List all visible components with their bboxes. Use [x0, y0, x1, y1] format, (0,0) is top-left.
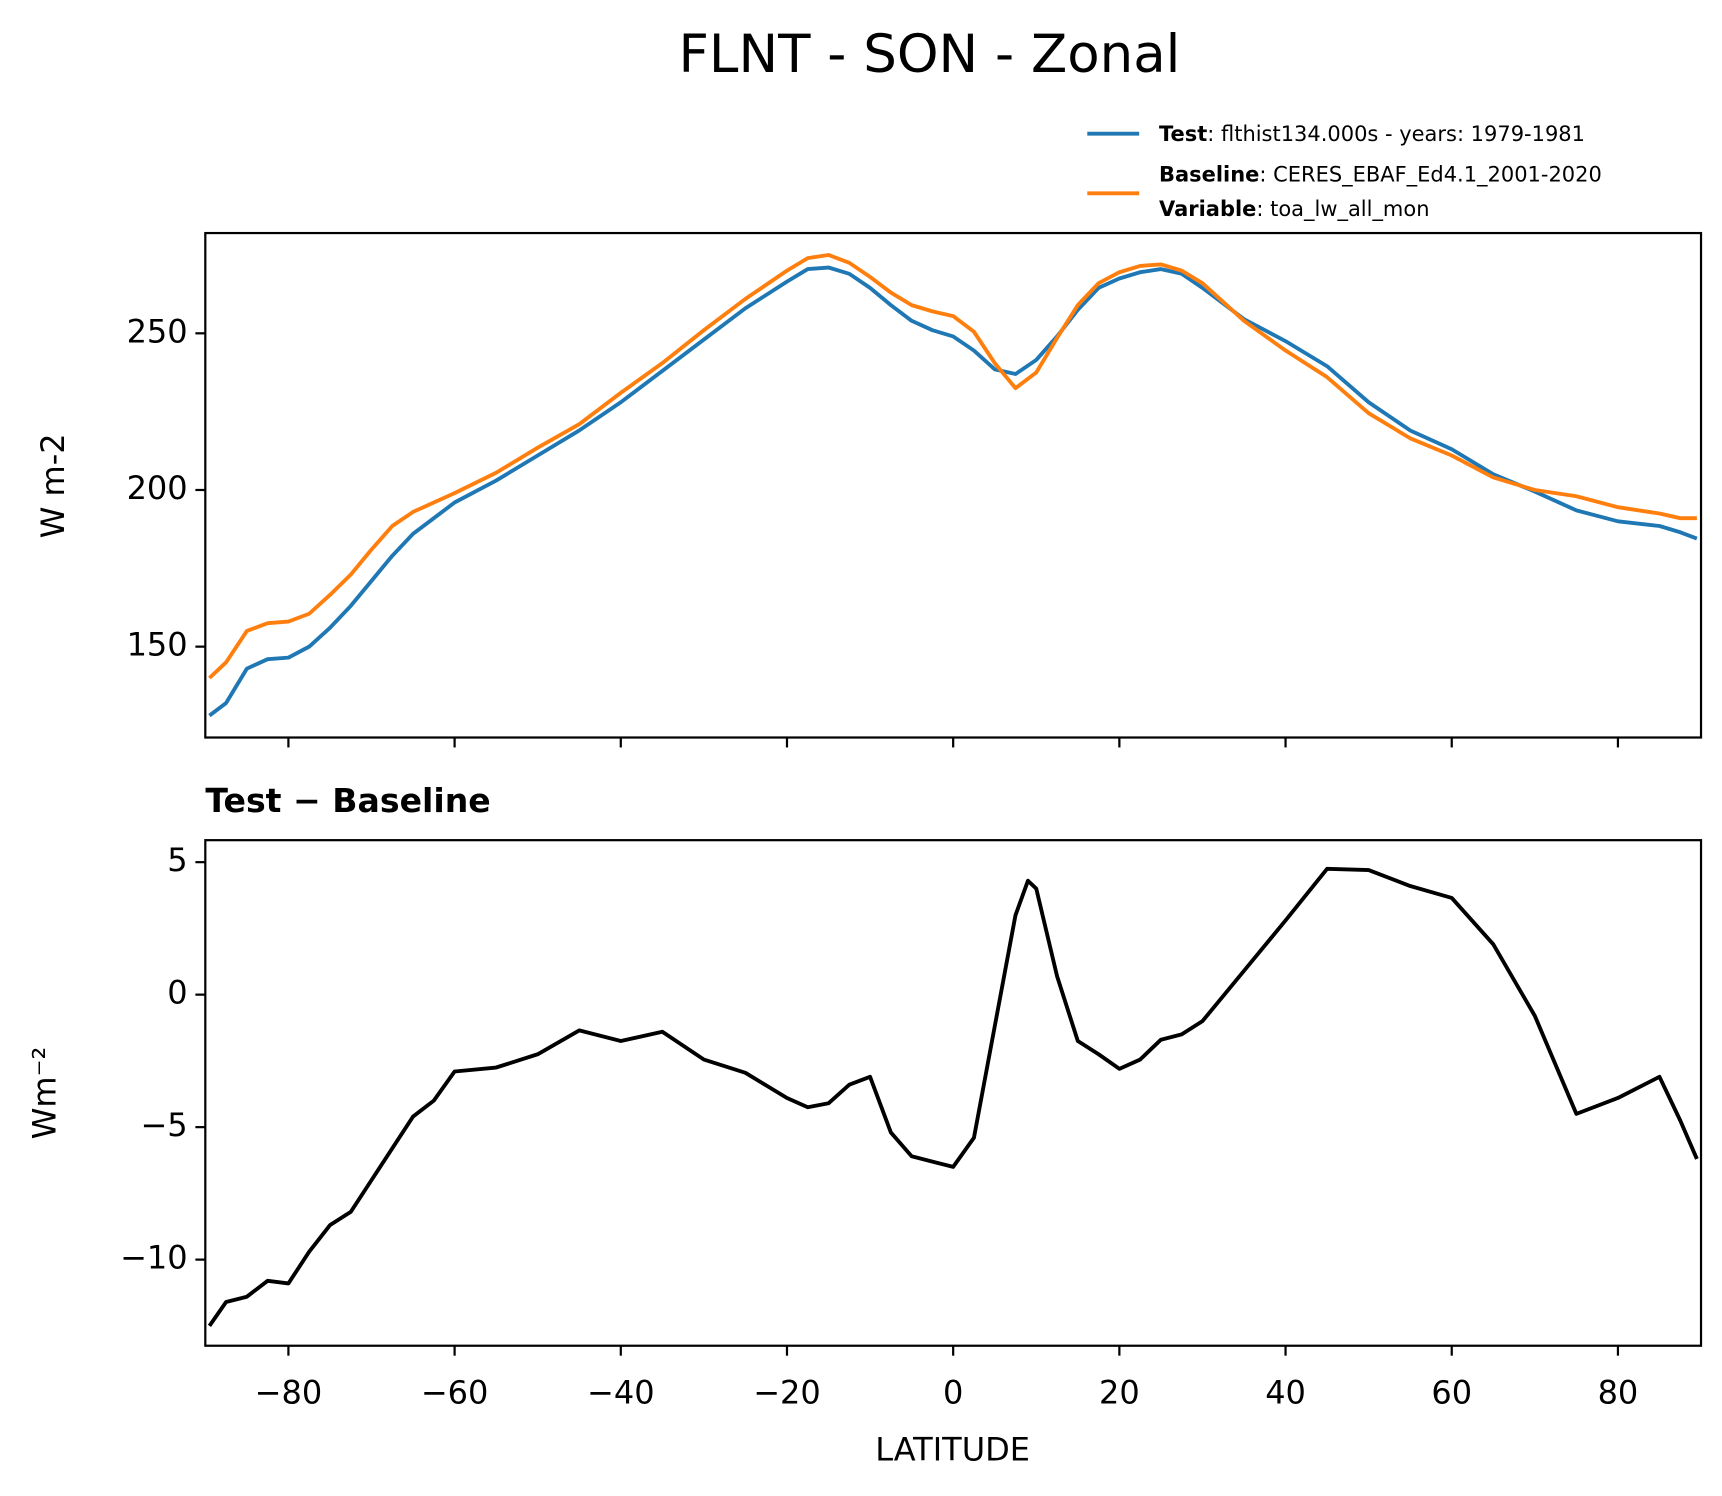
- legend-detail: : CERES_EBAF_Ed4.1_2001-2020: [1259, 163, 1601, 188]
- x-axis-label: LATITUDE: [875, 1431, 1030, 1469]
- legend-name: Baseline: [1159, 163, 1259, 187]
- y-axis-label: Wm⁻²: [25, 1047, 63, 1140]
- data-line: [208, 265, 1698, 718]
- axes-frame: [204, 231, 1703, 739]
- axes-frame: [204, 839, 1703, 1347]
- x-tick-label: −20: [753, 1373, 821, 1411]
- legend-detail: : flthist134.000s - years: 1979-1981: [1207, 122, 1585, 146]
- y-tick-label: 0: [167, 974, 187, 1012]
- y-tick-label: 200: [127, 469, 188, 507]
- data-line: [208, 253, 1697, 680]
- legend-label: Baseline: CERES_EBAF_Ed4.1_2001-2020: [1159, 163, 1602, 188]
- legend-name: Test: [1159, 122, 1207, 146]
- x-tick-label: −80: [255, 1373, 323, 1411]
- x-tick-label: 80: [1598, 1373, 1639, 1411]
- subplot-title: Test − Baseline: [205, 781, 490, 820]
- x-tick-label: 60: [1431, 1373, 1472, 1411]
- data-line: [207, 866, 1699, 1327]
- y-tick-label: −5: [140, 1106, 187, 1144]
- legend-detail: : toa_lw_all_mon: [1256, 197, 1429, 222]
- y-tick-label: 150: [127, 626, 188, 664]
- legend-name: Variable: [1159, 197, 1256, 221]
- y-tick-label: 250: [127, 312, 188, 350]
- y-axis-label: W m-2: [34, 433, 72, 538]
- legend-label: Test: flthist134.000s - years: 1979-1981: [1159, 122, 1585, 146]
- x-tick-label: 20: [1099, 1373, 1140, 1411]
- x-tick-label: 40: [1265, 1373, 1306, 1411]
- y-tick-label: 5: [167, 841, 187, 879]
- chart-title: FLNT - SON - Zonal: [678, 24, 1180, 85]
- legend: Test: flthist134.000s - years: 1979-1981…: [1087, 122, 1602, 222]
- legend-label: Variable: toa_lw_all_mon: [1159, 197, 1429, 222]
- y-tick-label: −10: [120, 1239, 188, 1277]
- x-tick-label: −60: [421, 1373, 489, 1411]
- x-tick-label: −40: [587, 1373, 655, 1411]
- x-tick-label: 0: [943, 1373, 963, 1411]
